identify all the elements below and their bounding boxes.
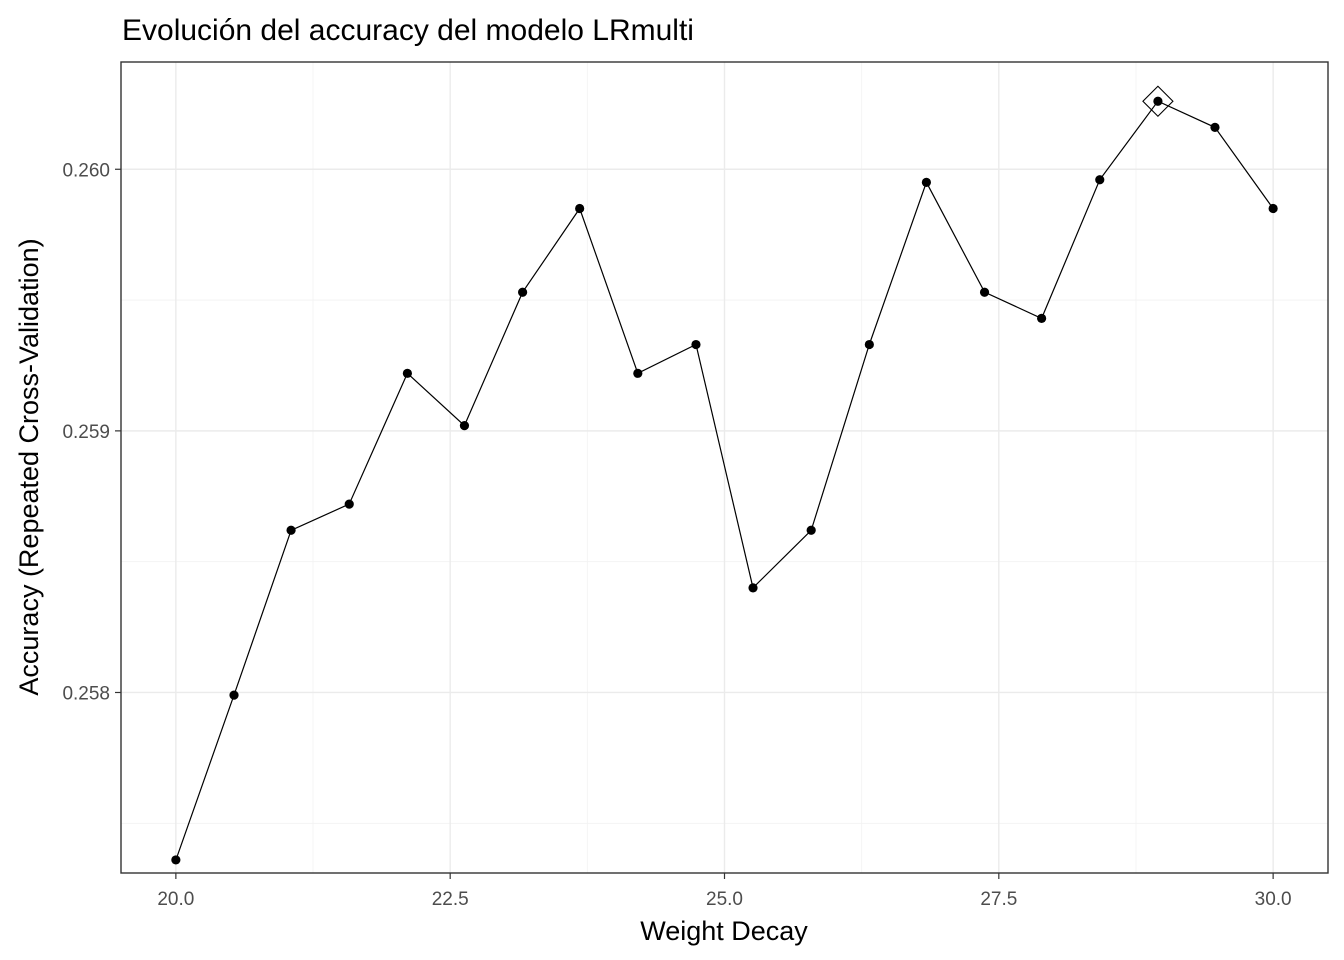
data-point (979, 287, 990, 297)
x-tick-label: 30.0 (1255, 889, 1292, 910)
x-axis-title: Weight Decay (640, 916, 808, 946)
data-point (575, 203, 585, 214)
data-point (1268, 203, 1278, 214)
y-tick-label: 0.258 (62, 683, 110, 704)
data-point (1095, 175, 1105, 185)
data-point (864, 339, 874, 350)
x-tick-label: 20.0 (157, 889, 194, 910)
data-point (633, 368, 643, 378)
data-point (806, 525, 816, 535)
series-line (175, 100, 1274, 861)
data-point (229, 690, 239, 700)
y-axis-title: Accuracy (Repeated Cross-Validation) (14, 238, 44, 695)
data-point (691, 339, 701, 350)
data-point (1037, 313, 1047, 323)
x-tick-label: 25.0 (706, 889, 743, 910)
data-point (459, 421, 470, 431)
x-tick-label: 27.5 (980, 889, 1017, 910)
series-layer (171, 85, 1278, 865)
data-point (286, 525, 296, 535)
x-tick-label: 22.5 (432, 889, 469, 910)
chart-title: Evolución del accuracy del modelo LRmult… (122, 14, 694, 47)
grid-layer (121, 62, 1328, 873)
best-point-marker (1142, 85, 1174, 118)
data-point (921, 177, 931, 187)
data-point (171, 855, 181, 865)
data-point (402, 368, 412, 378)
y-tick-label: 0.260 (62, 160, 110, 181)
axis-layer: 20.0 22.5 25.0 27.5 30.0 0.258 0.259 0.260 (62, 160, 1291, 910)
data-point (748, 583, 758, 593)
data-point (1210, 122, 1220, 133)
y-tick-label: 0.259 (62, 422, 110, 443)
data-point (1153, 96, 1163, 106)
data-point (344, 499, 354, 509)
data-point (518, 287, 528, 297)
